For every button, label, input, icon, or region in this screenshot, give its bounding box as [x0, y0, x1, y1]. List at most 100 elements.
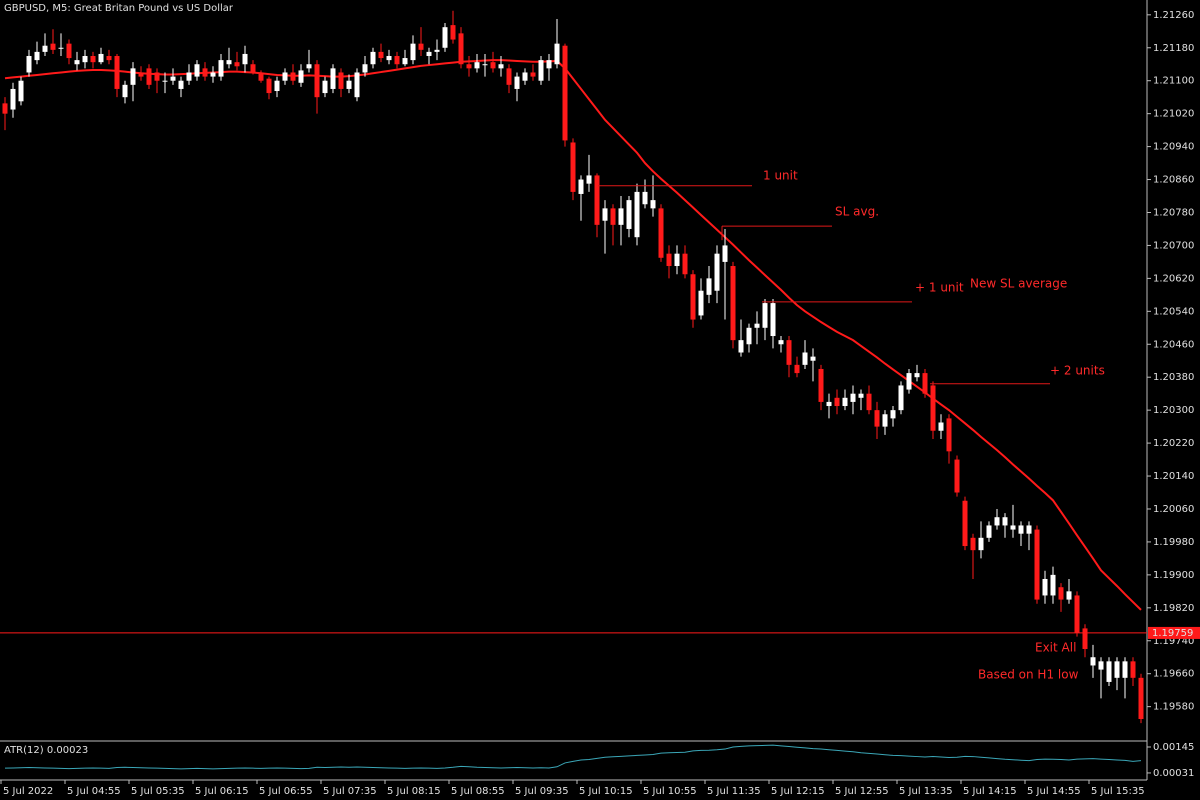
indicator-title: ATR(12) 0.00023: [4, 745, 88, 756]
candle-body: [626, 200, 632, 229]
y-tick-label: 1.21100: [1153, 76, 1194, 87]
candle-body: [330, 68, 336, 89]
candle-body: [586, 175, 592, 184]
candle-body: [106, 56, 112, 61]
candle-body: [778, 340, 784, 345]
current-price-label: 1.19759: [1152, 628, 1193, 639]
y-tick-label: 1.21180: [1153, 43, 1194, 54]
candle-body: [818, 368, 824, 402]
y-tick-label: 1.21260: [1153, 10, 1194, 21]
candle-body: [1074, 595, 1080, 633]
candle-body: [138, 72, 144, 77]
candle-body: [386, 56, 392, 61]
annotation-text: + 2 units: [1050, 364, 1105, 378]
candle-body: [410, 43, 416, 61]
candle-body: [738, 340, 744, 353]
candle-body: [714, 253, 720, 291]
x-tick-label: 5 Jul 12:55: [835, 786, 889, 797]
candle-body: [634, 191, 640, 238]
candle-body: [114, 56, 120, 89]
y-tick-label: 1.20460: [1153, 339, 1194, 350]
y-tick-label: 1.19580: [1153, 702, 1194, 713]
candle-body: [962, 500, 968, 547]
y-tick-label: 1.20140: [1153, 471, 1194, 482]
candle-body: [458, 33, 464, 65]
y-tick-label: 0.00031: [1153, 768, 1194, 779]
candle-body: [1058, 587, 1064, 600]
candle-body: [746, 327, 752, 345]
x-tick-label: 5 Jul 10:15: [579, 786, 633, 797]
candle-body: [618, 208, 624, 225]
candle-body: [450, 25, 456, 40]
y-tick-label: 1.20860: [1153, 175, 1194, 186]
candle-body: [58, 47, 64, 49]
x-tick-label: 5 Jul 14:15: [963, 786, 1017, 797]
candle-body: [522, 72, 528, 81]
y-tick-label: 1.20540: [1153, 306, 1194, 317]
candle-body: [482, 64, 488, 66]
x-tick-label: 5 Jul 12:15: [771, 786, 825, 797]
x-tick-label: 5 Jul 06:15: [195, 786, 249, 797]
candle-body: [490, 62, 496, 69]
candle-body: [194, 64, 200, 77]
candle-body: [690, 274, 696, 320]
candle-body: [346, 80, 352, 89]
candle-body: [930, 385, 936, 431]
candle-body: [290, 72, 296, 81]
candle-body: [562, 45, 568, 141]
candle-body: [674, 253, 680, 267]
candle-body: [378, 51, 384, 59]
candle-body: [1050, 574, 1056, 596]
candle-body: [306, 64, 312, 69]
candle-body: [2, 103, 8, 114]
candle-body: [554, 43, 560, 65]
candle-body: [26, 56, 32, 73]
candle-body: [34, 51, 40, 61]
candle-body: [282, 72, 288, 81]
chart-title: GBPUSD, M5: Great Britan Pound vs US Dol…: [4, 3, 234, 14]
candle-body: [970, 537, 976, 551]
candle-body: [754, 323, 760, 328]
candle-body: [842, 397, 848, 407]
candle-body: [258, 72, 264, 81]
candle-body: [650, 200, 656, 209]
y-tick-label: 1.20940: [1153, 142, 1194, 153]
candle-body: [506, 68, 512, 85]
candle-body: [250, 64, 256, 73]
candle-body: [266, 78, 272, 94]
candle-body: [1090, 657, 1096, 666]
candle-body: [242, 53, 248, 65]
candle-body: [602, 208, 608, 221]
candle-body: [578, 179, 584, 194]
candle-body: [946, 418, 952, 452]
candle-body: [666, 253, 672, 267]
candle-body: [234, 62, 240, 67]
candle-body: [218, 60, 224, 77]
candle-body: [1114, 661, 1120, 678]
candle-body: [74, 60, 80, 65]
candle-body: [130, 68, 136, 85]
y-tick-label: 1.20380: [1153, 372, 1194, 383]
candle-body: [826, 401, 832, 407]
annotation-text: + 1 unit: [915, 281, 964, 295]
candle-body: [434, 49, 440, 52]
indicator-line: [4, 744, 1142, 770]
candle-body: [642, 191, 648, 205]
y-tick-label: 0.00145: [1153, 742, 1194, 753]
x-tick-label: 5 Jul 06:55: [259, 786, 313, 797]
candle-body: [154, 72, 160, 81]
candle-body: [90, 56, 96, 63]
candle-body: [1034, 529, 1040, 600]
candle-body: [1122, 661, 1128, 678]
candle-body: [418, 43, 424, 50]
y-tick-label: 1.20620: [1153, 273, 1194, 284]
y-tick-label: 1.19820: [1153, 603, 1194, 614]
candle-body: [938, 422, 944, 431]
candle-body: [850, 393, 856, 402]
candle-body: [954, 459, 960, 493]
x-tick-label: 5 Jul 15:35: [1091, 786, 1145, 797]
candle-body: [362, 64, 368, 73]
candle-body: [706, 278, 712, 295]
x-tick-label: 5 Jul 05:35: [131, 786, 185, 797]
